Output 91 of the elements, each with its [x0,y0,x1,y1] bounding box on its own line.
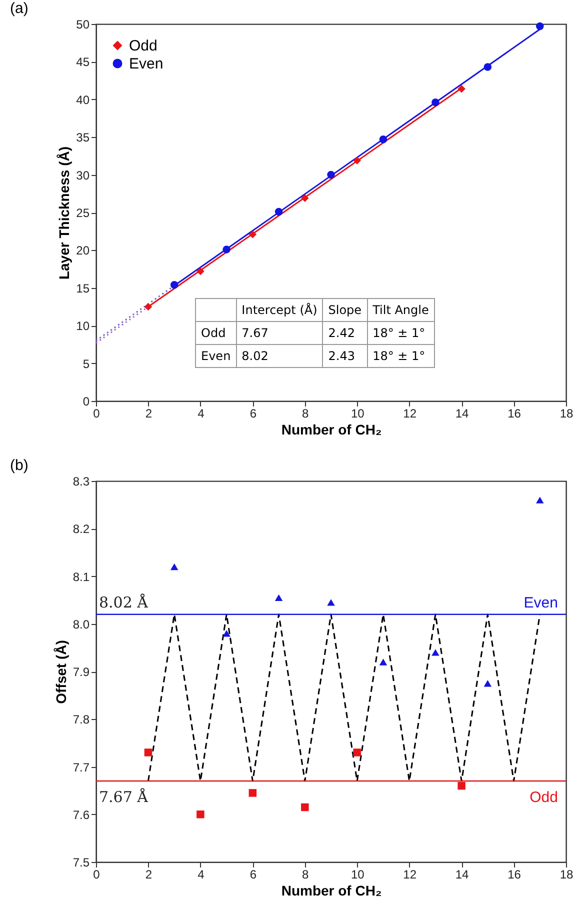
point [248,230,257,238]
chart-title: (a) [10,0,28,17]
y-tick-label: 7.9 [72,665,90,679]
point [536,496,544,504]
ref-line-label: Odd [530,789,558,806]
annotation: Tilt Angle [367,298,434,322]
y-tick-label: 7.8 [72,712,90,727]
point [248,789,257,797]
y-tick-label: 25 [76,206,90,220]
annotation: Even [196,344,236,368]
y-tick-label: 10 [76,319,90,334]
x-tick-label: 4 [198,868,205,882]
y-tick-label: 45 [76,55,90,70]
point [170,563,178,570]
point [327,599,335,606]
point [432,649,440,656]
point [301,803,309,812]
point [536,22,544,30]
point [484,680,492,687]
annotation: Odd [196,322,236,344]
x-tick-label: 6 [250,868,257,882]
y-tick-label: 7.6 [72,808,90,822]
x-tick-label: 0 [93,406,100,420]
point [301,194,309,202]
legend-label: Odd [129,38,158,54]
annotation: 2.42 [322,322,368,344]
point [379,658,388,666]
annotation: 8.02 Å [99,593,148,612]
x-tick-label: 0 [93,868,100,882]
x-tick-label: 18 [560,868,574,882]
x-tick-label: 6 [250,406,257,420]
x-tick-label: 8 [302,406,310,420]
point [222,246,230,254]
x-tick-label: 16 [508,406,522,420]
point [144,302,152,311]
point [432,98,440,106]
chart-title: (b) [10,457,28,474]
x-tick-label: 14 [455,406,470,420]
x-tick-label: 18 [560,406,574,420]
point [353,748,361,756]
x-tick-label: 16 [508,868,522,882]
point [274,208,283,216]
x-tick-label: 2 [145,868,152,882]
annotation: 2.43 [322,344,368,368]
legend-label: Even [129,56,164,72]
y-tick-label: 50 [76,18,90,32]
point [196,810,204,818]
x-tick-label: 12 [403,406,417,420]
y-tick-label: 0 [82,394,90,408]
x-axis-title: Number of CH₂ [281,882,382,898]
x-tick-label: 10 [350,406,365,420]
point [327,170,335,179]
point [379,135,388,144]
y-tick-label: 8.0 [72,617,90,632]
x-tick-label: 8 [302,868,310,882]
annotation: 18° ± 1° [367,322,434,344]
y-tick-label: 5 [82,356,90,371]
y-tick-label: 40 [76,92,90,107]
annotation: 8.02 [236,344,323,368]
point [274,594,283,602]
point [196,267,204,276]
y-tick-label: 7.7 [72,760,90,774]
annotation: 7.67 [236,322,323,344]
y-tick-label: 8.3 [72,474,90,488]
point [458,782,466,790]
ref-line-label: Even [524,594,558,612]
x-tick-label: 14 [455,868,470,882]
y-tick-label: 8.1 [72,570,90,584]
x-tick-label: 12 [403,868,417,882]
y-tick-label: 15 [76,281,90,296]
x-tick-label: 4 [198,406,205,420]
annotation: 18° ± 1° [367,344,434,368]
annotation: Intercept (Å) [236,298,323,322]
x-tick-label: 10 [350,868,365,882]
point [144,748,152,756]
point [458,84,466,93]
point [484,63,492,71]
point [353,156,361,164]
y-tick-label: 30 [76,168,90,182]
y-tick-label: 7.5 [72,856,90,870]
annotation: Slope [322,298,368,322]
annotation: 7.67 Å [99,788,148,806]
y-axis-title: Layer Thickness (Å) [56,146,72,280]
y-axis-title: Offset (Å) [52,640,69,704]
x-axis-title: Number of CH₂ [281,422,382,438]
y-tick-label: 35 [76,130,90,145]
point [170,281,178,289]
point [222,630,230,637]
y-tick-label: 8.2 [72,522,90,536]
y-tick-label: 20 [76,244,90,258]
x-tick-label: 2 [145,406,152,420]
